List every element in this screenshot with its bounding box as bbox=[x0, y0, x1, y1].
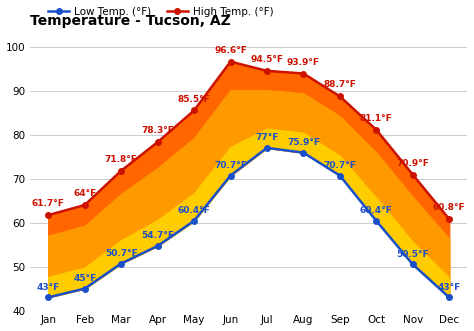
Low Temp. (°F) bbox=[264, 146, 270, 150]
Text: 94.5°F: 94.5°F bbox=[250, 55, 283, 64]
High Temp. (°F) bbox=[82, 203, 88, 207]
High Temp. (°F) bbox=[118, 169, 124, 173]
High Temp. (°F) bbox=[264, 69, 270, 73]
Line: High Temp. (°F): High Temp. (°F) bbox=[46, 59, 452, 222]
Text: 88.7°F: 88.7°F bbox=[323, 80, 356, 89]
Low Temp. (°F) bbox=[118, 261, 124, 265]
Text: 71.8°F: 71.8°F bbox=[105, 155, 137, 164]
Text: 81.1°F: 81.1°F bbox=[360, 114, 392, 123]
Text: Temperature - Tucson, AZ: Temperature - Tucson, AZ bbox=[30, 14, 231, 28]
Low Temp. (°F) bbox=[46, 295, 51, 299]
Text: 50.7°F: 50.7°F bbox=[105, 249, 137, 258]
Text: 96.6°F: 96.6°F bbox=[214, 46, 247, 55]
Text: 60.4°F: 60.4°F bbox=[178, 206, 210, 215]
Text: 50.5°F: 50.5°F bbox=[396, 250, 429, 259]
High Temp. (°F) bbox=[337, 94, 343, 98]
High Temp. (°F) bbox=[155, 140, 161, 144]
Low Temp. (°F) bbox=[191, 219, 197, 223]
Low Temp. (°F) bbox=[337, 173, 343, 177]
High Temp. (°F) bbox=[46, 213, 51, 217]
Line: Low Temp. (°F): Low Temp. (°F) bbox=[46, 145, 452, 300]
Legend: Low Temp. (°F), High Temp. (°F): Low Temp. (°F), High Temp. (°F) bbox=[44, 3, 278, 21]
Text: 54.7°F: 54.7°F bbox=[141, 231, 174, 240]
Low Temp. (°F) bbox=[228, 173, 233, 177]
Text: 60.8°F: 60.8°F bbox=[433, 203, 465, 212]
Text: 45°F: 45°F bbox=[73, 274, 96, 283]
Low Temp. (°F) bbox=[301, 151, 306, 155]
Low Temp. (°F) bbox=[82, 287, 88, 291]
Text: 43°F: 43°F bbox=[438, 283, 461, 292]
Text: 70.9°F: 70.9°F bbox=[396, 159, 429, 168]
Low Temp. (°F) bbox=[155, 244, 161, 248]
High Temp. (°F) bbox=[301, 71, 306, 75]
High Temp. (°F) bbox=[191, 109, 197, 113]
Text: 61.7°F: 61.7°F bbox=[32, 199, 65, 208]
Text: 93.9°F: 93.9°F bbox=[287, 58, 320, 67]
High Temp. (°F) bbox=[447, 217, 452, 221]
Text: 77°F: 77°F bbox=[255, 133, 279, 142]
Text: 60.4°F: 60.4°F bbox=[360, 206, 392, 215]
High Temp. (°F) bbox=[374, 128, 379, 132]
Low Temp. (°F) bbox=[374, 219, 379, 223]
Low Temp. (°F) bbox=[447, 295, 452, 299]
Text: 70.7°F: 70.7°F bbox=[214, 161, 247, 170]
Text: 70.7°F: 70.7°F bbox=[323, 161, 356, 170]
High Temp. (°F) bbox=[410, 173, 416, 177]
Text: 75.9°F: 75.9°F bbox=[287, 138, 320, 147]
Low Temp. (°F) bbox=[410, 262, 416, 266]
Text: 78.3°F: 78.3°F bbox=[141, 126, 174, 135]
Text: 85.5°F: 85.5°F bbox=[178, 95, 210, 104]
Text: 43°F: 43°F bbox=[36, 283, 60, 292]
High Temp. (°F) bbox=[228, 60, 233, 64]
Text: 64°F: 64°F bbox=[73, 189, 96, 198]
